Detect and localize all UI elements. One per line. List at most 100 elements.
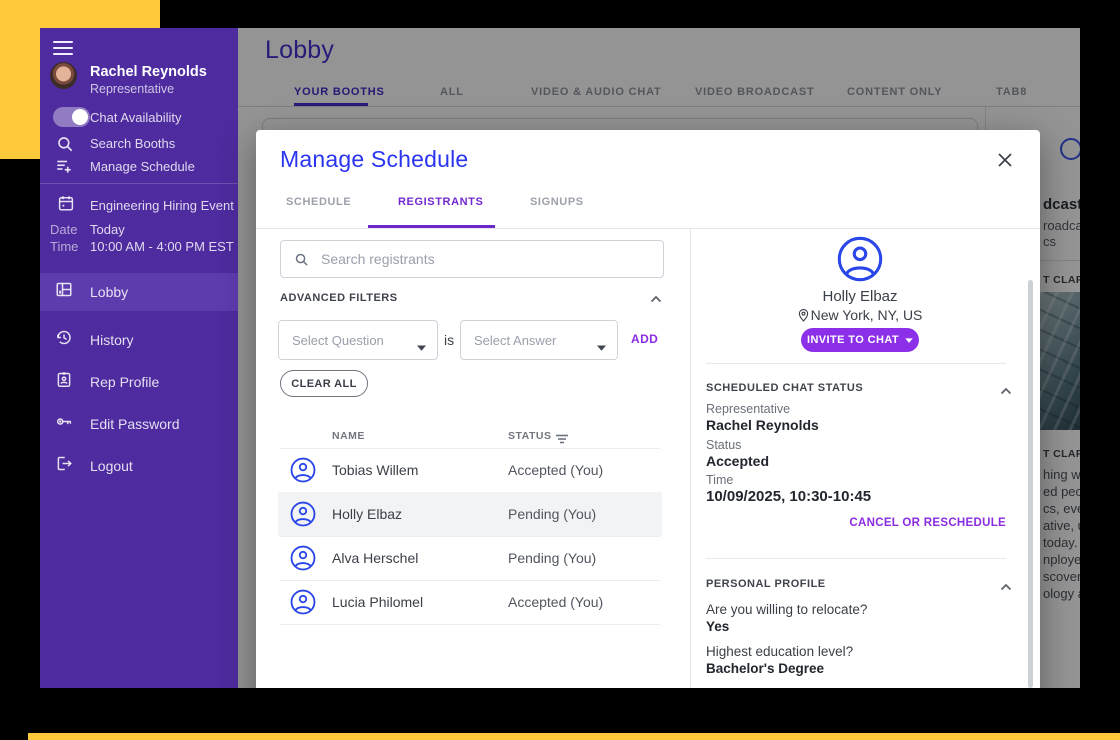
table-row[interactable]: Tobias Willem Accepted (You) [278, 448, 662, 492]
chat-availability-toggle[interactable] [53, 107, 90, 127]
event-name: Engineering Hiring Event [90, 198, 234, 213]
profile-answer: Bachelor's Degree [706, 661, 825, 676]
profile-question: Are you willing to relocate? [706, 602, 868, 617]
tab-tab8[interactable]: TAB8 [996, 86, 1028, 98]
advanced-filters-header: ADVANCED FILTERS [280, 292, 398, 304]
table-divider [280, 448, 660, 449]
bg-card-brand: T CLARIT [1043, 274, 1080, 286]
sidebar-item-label: Logout [90, 458, 133, 474]
bg-card-paragraph: hing weed peop cs, eveative, u today. np… [1043, 467, 1080, 601]
tab-content-only[interactable]: CONTENT ONLY [847, 86, 943, 98]
clear-all-button[interactable]: CLEAR ALL [280, 370, 368, 397]
table-row[interactable]: Lucia Philomel Accepted (You) [278, 580, 662, 624]
bg-card-line: cs [1043, 234, 1056, 249]
bg-card-brand: T CLARIT [1043, 448, 1080, 460]
profile-question: Highest education level? [706, 644, 854, 659]
registrant-search-input[interactable] [280, 240, 664, 278]
modal-active-tab-underline [368, 225, 495, 228]
chat-status-header: SCHEDULED CHAT STATUS [706, 382, 864, 394]
modal-header-border [256, 228, 1040, 229]
column-header-name[interactable]: NAME [332, 430, 365, 442]
tab-all[interactable]: ALL [440, 86, 464, 98]
sidebar-divider [40, 183, 238, 184]
caret-down-icon [905, 337, 913, 343]
manage-schedule-modal: Manage Schedule SCHEDULE REGISTRANTS SIG… [256, 130, 1040, 688]
location-pin-icon [798, 309, 808, 322]
select-question-dropdown[interactable]: Select Question [278, 320, 438, 360]
chat-availability-label: Chat Availability [90, 110, 182, 125]
time-value: 10/09/2025, 10:30-10:45 [706, 488, 872, 505]
registrant-search-field[interactable] [319, 242, 649, 276]
close-icon[interactable] [996, 151, 1016, 171]
modal-tab-registrants[interactable]: REGISTRANTS [398, 196, 484, 208]
select-answer-dropdown[interactable]: Select Answer [460, 320, 618, 360]
bg-card-line: roadcas [1043, 218, 1080, 233]
table-row[interactable]: Alva Herschel Pending (You) [278, 536, 662, 580]
badge-icon [55, 371, 73, 394]
sidebar-item-label: Rep Profile [90, 374, 160, 390]
sidebar-item-history[interactable]: History [40, 324, 238, 356]
registrant-name: Holly Elbaz [822, 288, 898, 305]
active-tab-underline [294, 103, 368, 106]
tab-video-audio-chat[interactable]: VIDEO & AUDIO CHAT [531, 86, 662, 98]
add-filter-button[interactable]: ADD [631, 332, 659, 346]
sidebar-item-edit-password[interactable]: Edit Password [40, 408, 238, 440]
event-date-value: Today [90, 222, 125, 237]
modal-scrollbar[interactable] [1028, 280, 1033, 688]
bg-card-title-fragment: dcast S [1043, 196, 1080, 213]
sidebar-item-label: Edit Password [90, 416, 180, 432]
logout-icon [55, 455, 73, 478]
tabbar-border [238, 106, 1080, 107]
event-time-label: Time [50, 239, 79, 254]
caret-down-icon [597, 338, 606, 356]
history-icon [55, 329, 73, 352]
tab-your-booths[interactable]: YOUR BOOTHS [294, 86, 385, 98]
search-icon [56, 135, 74, 158]
rep-value: Rachel Reynolds [706, 417, 819, 433]
chevron-up-icon[interactable] [650, 290, 662, 308]
status-label: Status [706, 438, 742, 452]
avatar [50, 62, 77, 89]
sidebar-search-booths[interactable]: Search Booths [90, 136, 176, 151]
person-circle-icon [290, 457, 316, 488]
filter-connector: is [444, 332, 455, 348]
chevron-up-icon[interactable] [1000, 382, 1012, 400]
hamburger-menu-icon[interactable] [53, 41, 73, 55]
modal-tab-schedule[interactable]: SCHEDULE [286, 196, 352, 208]
chevron-up-icon[interactable] [1000, 578, 1012, 596]
person-circle-icon [290, 545, 316, 576]
filter-list-icon[interactable] [556, 431, 568, 449]
caret-down-icon [417, 338, 426, 356]
app-window: Rachel Reynolds Representative Chat Avai… [40, 28, 1080, 688]
sidebar-item-label: Lobby [90, 284, 129, 300]
sidebar-item-logout[interactable]: Logout [40, 450, 238, 482]
cancel-or-reschedule-link[interactable]: CANCEL OR RESCHEDULE [849, 517, 1006, 529]
column-header-status[interactable]: STATUS [508, 430, 552, 442]
sidebar-item-lobby[interactable]: Lobby [40, 273, 238, 311]
modal-tab-signups[interactable]: SIGNUPS [530, 196, 584, 208]
event-date-label: Date [50, 222, 78, 237]
lobby-booth-icon [55, 281, 73, 304]
modal-pane-divider [690, 228, 691, 688]
section-divider [706, 363, 1006, 364]
table-row-selected[interactable]: Holly Elbaz Pending (You) [278, 492, 662, 536]
select-answer-placeholder: Select Answer [474, 333, 557, 348]
yellow-decor-bar [28, 733, 1120, 740]
section-divider [706, 558, 1006, 559]
person-circle-icon [290, 501, 316, 532]
personal-profile-header: PERSONAL PROFILE [706, 578, 826, 590]
sidebar-item-label: History [90, 332, 134, 348]
user-name: Rachel Reynolds [90, 64, 207, 80]
sidebar-manage-schedule[interactable]: Manage Schedule [90, 159, 195, 174]
time-label: Time [706, 473, 734, 487]
sidebar: Rachel Reynolds Representative Chat Avai… [40, 28, 238, 688]
table-divider [280, 536, 660, 537]
invite-to-chat-button[interactable]: INVITE TO CHAT [801, 328, 919, 352]
page-title: Lobby [265, 36, 335, 64]
event-time-value: 10:00 AM - 4:00 PM EST [90, 239, 234, 254]
sidebar-item-rep-profile[interactable]: Rep Profile [40, 366, 238, 398]
status-value: Accepted [706, 453, 770, 469]
tab-video-broadcast[interactable]: VIDEO BROADCAST [695, 86, 815, 98]
bg-card-divider [1040, 260, 1080, 261]
